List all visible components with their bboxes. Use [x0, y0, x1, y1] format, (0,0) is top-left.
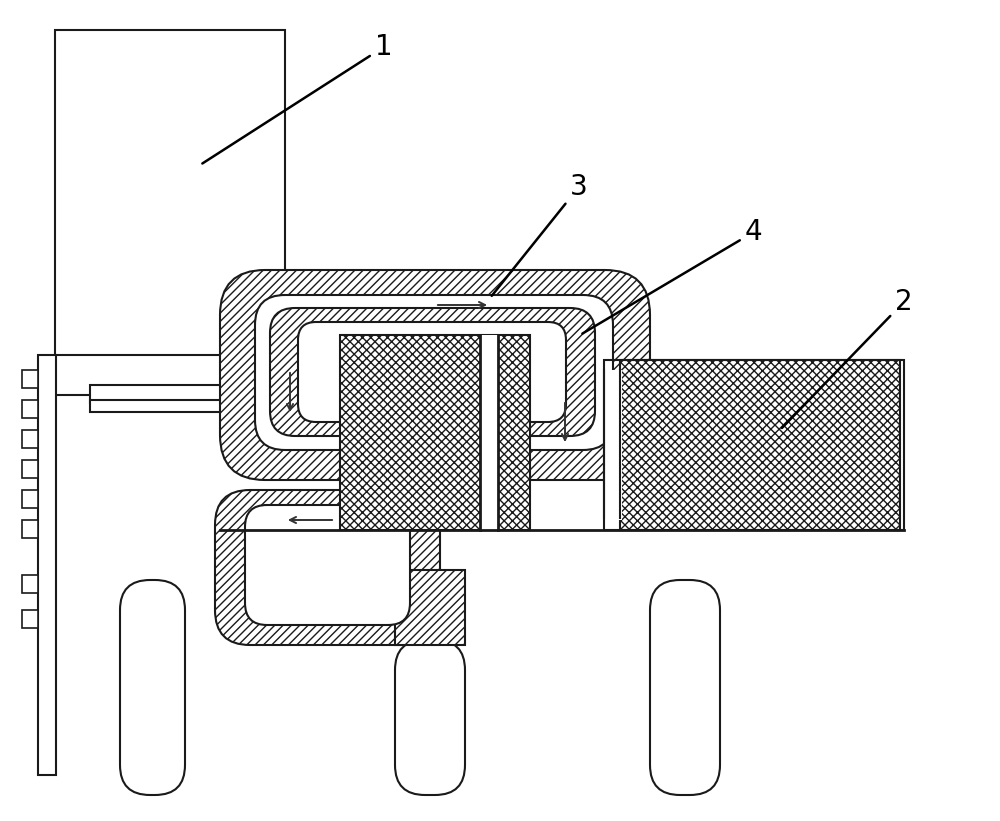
Bar	[22, 430, 38, 448]
Bar	[90, 385, 255, 403]
FancyBboxPatch shape	[298, 322, 566, 422]
FancyBboxPatch shape	[270, 308, 595, 436]
Bar	[258, 515, 398, 615]
FancyBboxPatch shape	[650, 580, 720, 795]
Bar	[22, 610, 38, 628]
Bar	[620, 360, 900, 530]
FancyBboxPatch shape	[220, 270, 650, 480]
Bar	[22, 490, 38, 508]
FancyBboxPatch shape	[255, 295, 613, 450]
Text: 4: 4	[582, 218, 763, 333]
Bar	[38, 355, 56, 775]
Bar	[604, 370, 622, 520]
Bar	[22, 575, 38, 593]
Bar	[480, 335, 498, 530]
Bar	[340, 335, 530, 530]
Bar	[22, 520, 38, 538]
Bar	[22, 370, 38, 388]
Bar	[55, 30, 285, 385]
FancyBboxPatch shape	[395, 640, 465, 795]
Bar	[604, 360, 904, 530]
Text: 3: 3	[492, 173, 588, 296]
Bar	[395, 570, 465, 645]
Bar	[90, 400, 230, 412]
Bar	[22, 400, 38, 418]
FancyBboxPatch shape	[120, 580, 185, 795]
FancyBboxPatch shape	[245, 505, 410, 625]
FancyBboxPatch shape	[215, 490, 440, 645]
Text: 1: 1	[202, 33, 393, 163]
Bar	[22, 460, 38, 478]
Bar	[55, 355, 240, 395]
Text: 2: 2	[782, 288, 913, 428]
